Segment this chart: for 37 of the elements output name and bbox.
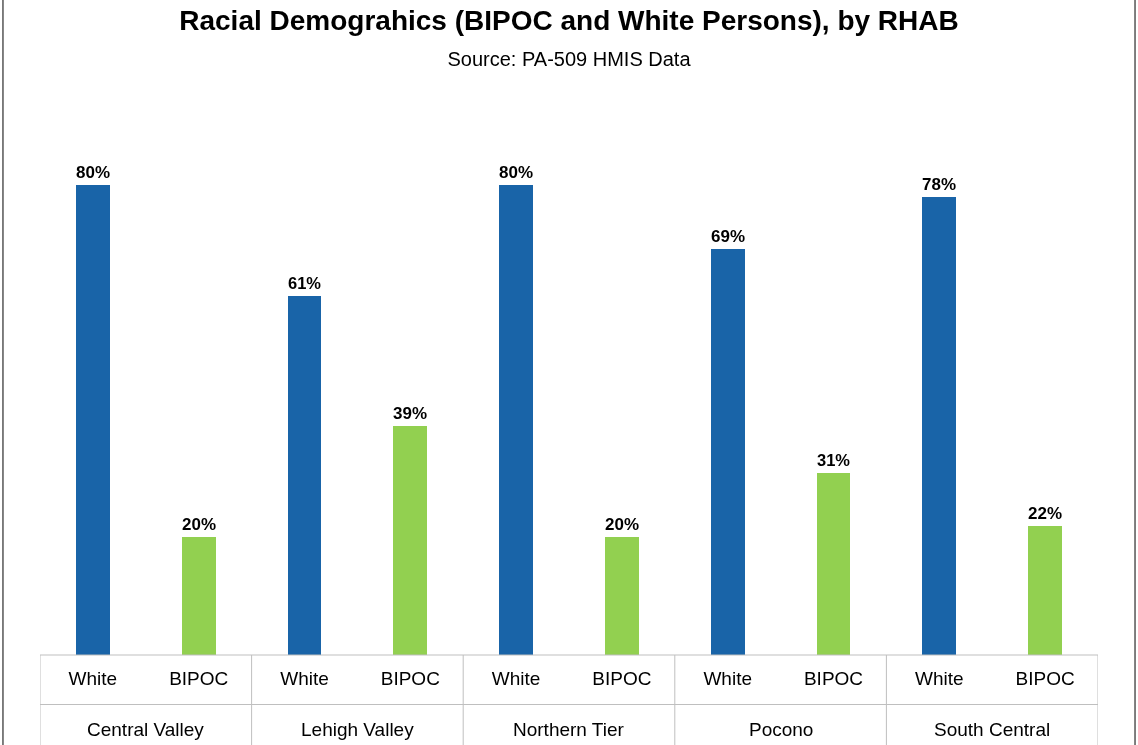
text: White: [68, 668, 118, 689]
text: White: [280, 668, 329, 689]
x-tick-label: Pocono: [749, 719, 814, 740]
chart-subtitle: Source: PA-509 HMIS Data: [447, 48, 692, 71]
text: BIPOC: [803, 668, 864, 689]
data-label: 20%: [182, 515, 216, 535]
text: BIPOC: [380, 668, 440, 689]
bar: [76, 185, 110, 655]
text: White: [491, 668, 541, 689]
bar: [393, 426, 427, 655]
bar: [922, 197, 956, 655]
series-label: BIPOC: [169, 668, 229, 689]
data-label: 78%: [922, 175, 956, 195]
x-tick-label: Lehigh Valley: [301, 719, 415, 740]
data-label: 39%: [393, 404, 427, 424]
data-label: 80%: [76, 163, 110, 183]
bar: [817, 473, 850, 655]
series-label: White: [703, 668, 752, 689]
data-label: 31%: [817, 451, 851, 470]
data-label: 69%: [711, 227, 745, 247]
data-label: 61%: [288, 274, 322, 293]
text: BIPOC: [592, 668, 652, 689]
bar: [1028, 526, 1062, 655]
bar: [605, 537, 639, 655]
text: BIPOC: [1015, 668, 1075, 689]
chart-title: Racial Demograhics (BIPOC and White Persons), by RHAB: [179, 4, 959, 36]
data-label: 20%: [605, 515, 639, 535]
bar: [499, 185, 533, 655]
data-label: 80%: [499, 163, 533, 183]
bar: [711, 249, 745, 655]
bar: [288, 296, 321, 655]
x-tick-label: South Central: [934, 719, 1051, 740]
data-label: 22%: [1028, 504, 1062, 524]
x-tick-label: Northern Tier: [513, 719, 625, 740]
text: White: [915, 668, 964, 689]
bar: [182, 537, 216, 655]
x-tick-label: Central Valley: [87, 719, 205, 740]
